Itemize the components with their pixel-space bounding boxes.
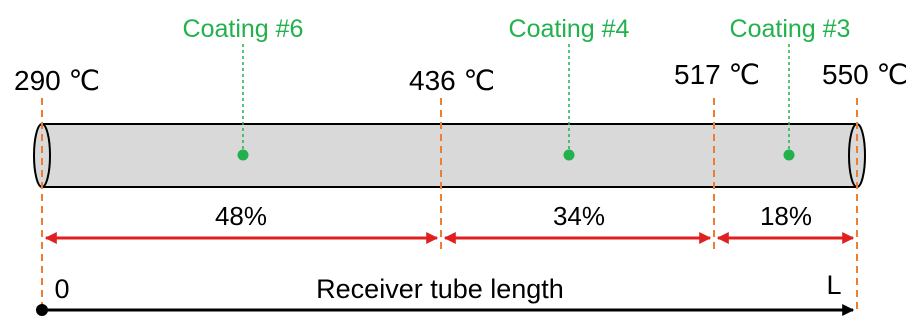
tube-body — [41, 123, 858, 188]
coating-6-dot — [237, 149, 249, 161]
axis-start-label: 0 — [54, 274, 69, 304]
coating-markers — [237, 44, 795, 161]
tube-right-end — [848, 123, 866, 188]
temperature-labels: 290 ℃ 436 ℃ 517 ℃ 550 ℃ — [14, 59, 908, 96]
segment-labels: 48% 34% 18% — [215, 201, 812, 231]
temperature-label-436: 436 ℃ — [409, 65, 495, 96]
coating-3-dot — [783, 149, 795, 161]
coating-4-label: Coating #4 — [509, 15, 630, 43]
segment-label-2: 34% — [553, 201, 605, 231]
boundary-lines — [41, 98, 858, 310]
receiver-tube — [33, 123, 866, 188]
coating-4-dot — [563, 149, 575, 161]
length-axis-origin-dot — [36, 304, 48, 316]
coating-labels: Coating #6 Coating #4 Coating #3 — [183, 15, 851, 43]
temperature-label-517: 517 ℃ — [674, 59, 760, 90]
axis-end-label: L — [826, 270, 841, 300]
coating-6-label: Coating #6 — [183, 15, 304, 43]
segment-label-3: 18% — [760, 201, 812, 231]
axis-title: Receiver tube length — [316, 274, 564, 304]
tube-left-end — [33, 123, 51, 188]
segment-label-1: 48% — [215, 201, 267, 231]
length-axis: 0 Receiver tube length L — [36, 270, 855, 316]
temperature-label-290: 290 ℃ — [14, 65, 100, 96]
coating-3-label: Coating #3 — [730, 15, 851, 43]
temperature-label-550: 550 ℃ — [822, 59, 908, 90]
